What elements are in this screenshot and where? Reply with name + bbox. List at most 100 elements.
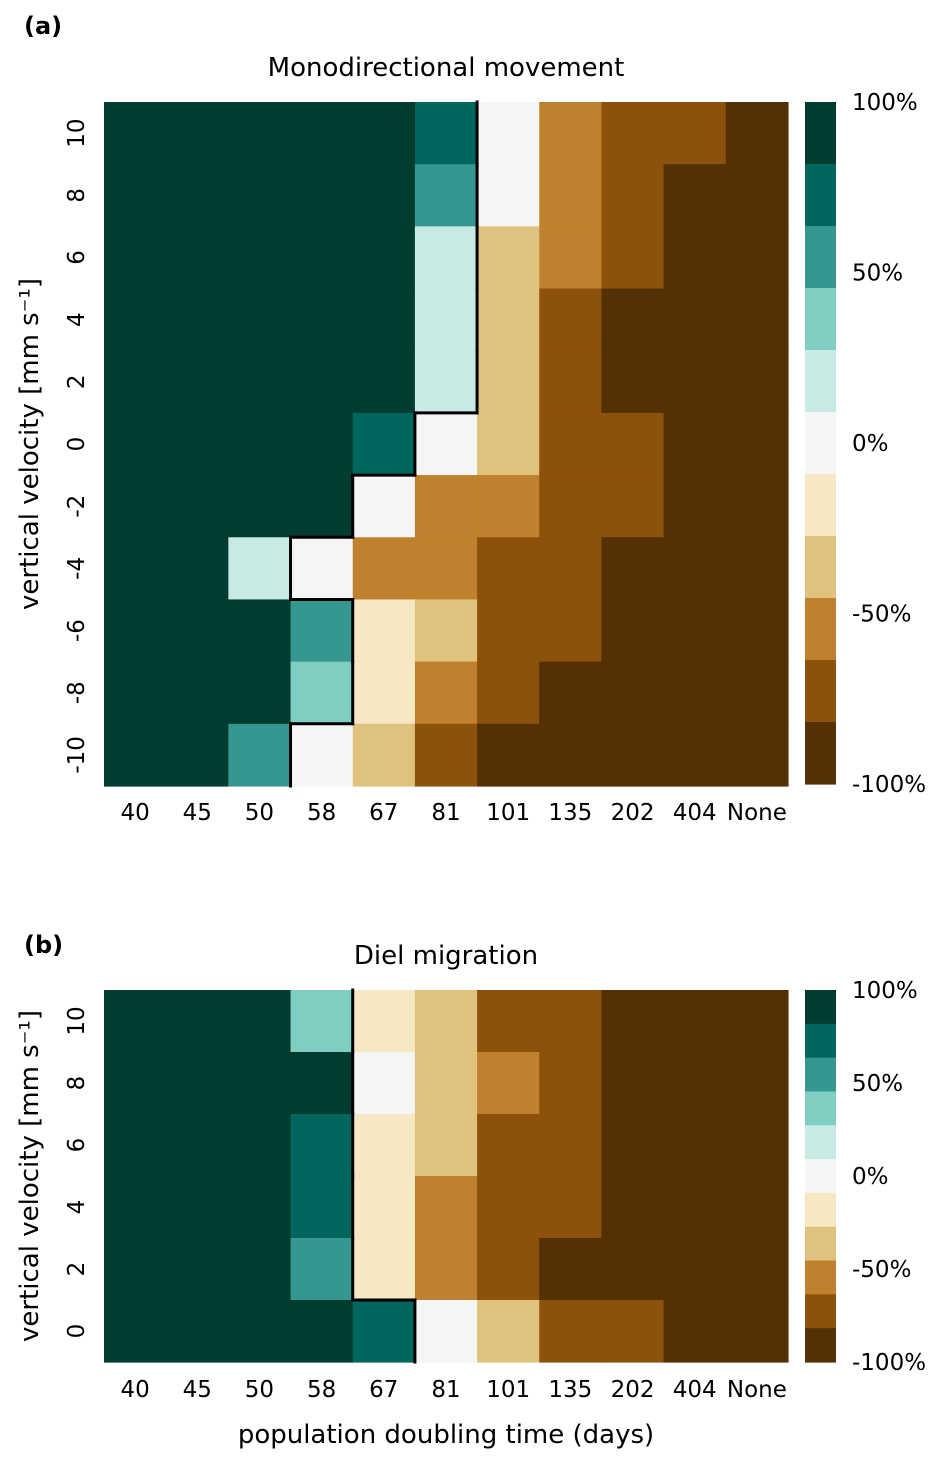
heatmap-cell bbox=[601, 723, 665, 787]
heatmap-cell bbox=[104, 537, 167, 601]
heatmap-cell bbox=[104, 102, 167, 165]
heatmap-cell bbox=[477, 412, 540, 476]
heatmap-cell bbox=[104, 475, 167, 538]
heatmap-cell bbox=[414, 350, 478, 414]
heatmap-cell bbox=[104, 599, 167, 663]
heatmap-cell bbox=[477, 661, 540, 725]
colorbar-tick-label: -50% bbox=[852, 1257, 911, 1283]
colorbar-swatch bbox=[805, 164, 836, 227]
heatmap-cell bbox=[601, 990, 665, 1053]
colorbar-a: 100% 50% 0% -50% -100% bbox=[805, 90, 926, 798]
heatmap-cell bbox=[104, 1300, 167, 1363]
heatmap-cell bbox=[601, 102, 665, 165]
x-tick-label: 40 bbox=[120, 1377, 149, 1403]
y-tick-label: 0 bbox=[64, 437, 90, 452]
heatmap-cell bbox=[166, 1052, 229, 1115]
heatmap-cell bbox=[663, 288, 727, 352]
colorbar-swatch bbox=[805, 102, 836, 165]
heatmap-cell bbox=[104, 1114, 167, 1177]
y-tick-label: -6 bbox=[64, 619, 90, 642]
heatmap-cell bbox=[290, 1114, 354, 1177]
colorbar-swatch bbox=[805, 660, 836, 723]
heatmap-cell bbox=[539, 350, 603, 414]
heatmap-cell bbox=[228, 537, 292, 601]
heatmap-cell bbox=[663, 475, 727, 538]
y-tick-label: -10 bbox=[64, 736, 90, 774]
heatmap-cells-a bbox=[104, 102, 789, 787]
heatmap-cell bbox=[414, 1052, 478, 1115]
heatmap-cell bbox=[539, 1238, 603, 1301]
heatmap-cell bbox=[290, 599, 354, 663]
y-tick-label: 4 bbox=[64, 1200, 90, 1215]
heatmap-cell bbox=[725, 164, 789, 227]
heatmap-cell bbox=[290, 661, 354, 725]
y-tick-label: 8 bbox=[64, 188, 90, 203]
heatmap-cell bbox=[477, 599, 540, 663]
heatmap-cell bbox=[477, 102, 540, 165]
heatmap-cell bbox=[166, 1238, 229, 1301]
colorbar-swatch bbox=[805, 1125, 836, 1160]
heatmap-cell bbox=[352, 661, 416, 725]
colorbar-swatch bbox=[805, 1226, 836, 1262]
heatmap-cell bbox=[290, 990, 354, 1053]
y-tick-label: -4 bbox=[64, 557, 90, 580]
heatmap-cell bbox=[166, 226, 229, 290]
x-tick-label: 58 bbox=[307, 800, 336, 826]
heatmap-cell bbox=[352, 350, 416, 414]
heatmap-cell bbox=[477, 475, 540, 538]
heatmap-cell bbox=[352, 226, 416, 290]
x-tick-label: 202 bbox=[611, 1377, 655, 1403]
heatmap-cell bbox=[166, 661, 229, 725]
colorbar-tick-label: 0% bbox=[852, 431, 889, 457]
heatmap-cell bbox=[477, 537, 540, 601]
heatmap-cell bbox=[414, 1114, 478, 1177]
heatmap-cell bbox=[663, 1300, 727, 1363]
chart-title-a: Monodirectional movement bbox=[268, 53, 625, 83]
heatmap-cell bbox=[352, 1114, 416, 1177]
heatmap-cell bbox=[539, 537, 603, 601]
x-tick-label: 135 bbox=[548, 1377, 592, 1403]
heatmap-cell bbox=[601, 288, 665, 352]
x-tick-label: 45 bbox=[183, 1377, 212, 1403]
heatmap-cell bbox=[539, 1176, 603, 1239]
heatmap-cell bbox=[166, 164, 229, 227]
heatmap-cell bbox=[539, 164, 603, 227]
heatmap-cell bbox=[663, 1176, 727, 1239]
heatmap-cell bbox=[228, 475, 292, 538]
heatmap-cell bbox=[601, 1176, 665, 1239]
heatmap-cell bbox=[725, 1176, 789, 1239]
heatmap-cell bbox=[601, 1238, 665, 1301]
y-tick-label: 2 bbox=[64, 1262, 90, 1277]
heatmap-cell bbox=[725, 990, 789, 1053]
heatmap-cell bbox=[601, 537, 665, 601]
heatmap-cell bbox=[663, 1238, 727, 1301]
heatmap-cell bbox=[414, 1300, 478, 1363]
y-tick-label: -2 bbox=[64, 495, 90, 518]
x-tick-label: 40 bbox=[120, 800, 149, 826]
x-tick-label: None bbox=[727, 800, 787, 826]
heatmap-cell bbox=[601, 350, 665, 414]
panel-label-b: (b) bbox=[24, 931, 63, 959]
heatmap-cell bbox=[228, 1238, 292, 1301]
heatmap-cell bbox=[290, 723, 354, 787]
heatmap-cell bbox=[290, 350, 354, 414]
heatmap-cell bbox=[601, 599, 665, 663]
heatmap-cell bbox=[290, 475, 354, 538]
heatmap-cell bbox=[725, 723, 789, 787]
heatmap-cell bbox=[166, 475, 229, 538]
heatmap-cell bbox=[725, 226, 789, 290]
x-tick-label: 404 bbox=[673, 1377, 717, 1403]
x-tick-label: 50 bbox=[245, 800, 274, 826]
heatmap-cell bbox=[414, 537, 478, 601]
heatmap-cell bbox=[725, 599, 789, 663]
heatmap-cell bbox=[104, 164, 167, 227]
heatmap-cell bbox=[290, 226, 354, 290]
heatmap-cell bbox=[166, 350, 229, 414]
heatmap-cell bbox=[228, 661, 292, 725]
heatmap-cell bbox=[104, 990, 167, 1053]
heatmap-cell bbox=[166, 102, 229, 165]
colorbar-swatch bbox=[805, 288, 836, 351]
heatmap-cell bbox=[104, 1176, 167, 1239]
colorbar-swatch bbox=[805, 1091, 836, 1126]
x-tick-label: 101 bbox=[486, 1377, 530, 1403]
